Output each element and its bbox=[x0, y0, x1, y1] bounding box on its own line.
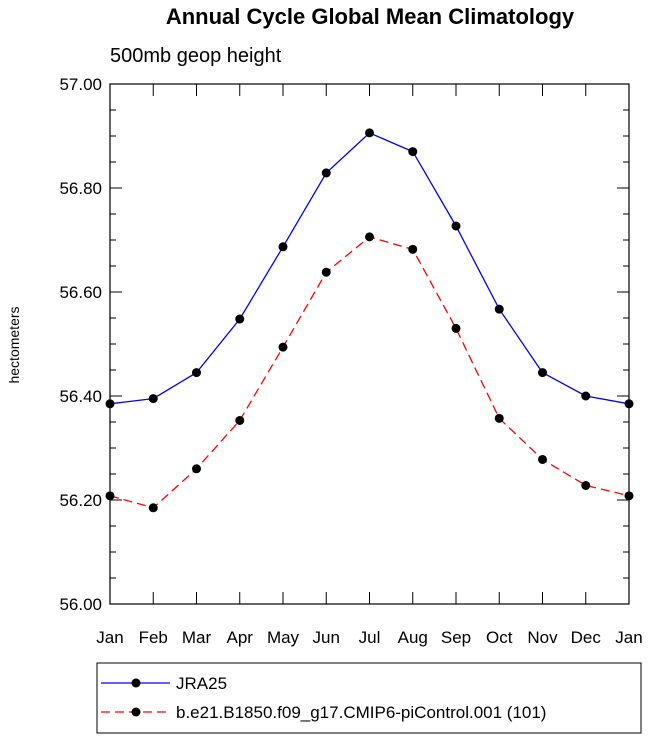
series-line-2 bbox=[109, 236, 630, 509]
legend-marker-2 bbox=[131, 707, 141, 717]
x-tick-label: Apr bbox=[227, 628, 254, 647]
series-2-point bbox=[278, 342, 288, 352]
series-2-point bbox=[494, 413, 504, 423]
series-1-point bbox=[105, 399, 115, 409]
series-2-point bbox=[451, 323, 461, 333]
y-axis-label: hectometers bbox=[6, 306, 22, 383]
y-tick-label: 56.40 bbox=[59, 387, 102, 406]
x-tick-label: Oct bbox=[486, 628, 513, 647]
series-2-point bbox=[581, 480, 591, 490]
series-1-point bbox=[494, 304, 504, 314]
series-1-point bbox=[278, 242, 288, 252]
x-tick-label: Mar bbox=[182, 628, 212, 647]
y-tick-labels: 56.00 56.20 56.40 56.60 56.80 57.00 bbox=[59, 75, 102, 614]
x-tick-label: Sep bbox=[441, 628, 471, 647]
x-tick-label: Nov bbox=[527, 628, 558, 647]
series-1-point bbox=[624, 399, 634, 409]
y-tick-label: 57.00 bbox=[59, 75, 102, 94]
legend-label-2: b.e21.B1850.f09_g17.CMIP6-piControl.001 … bbox=[176, 703, 546, 722]
x-tick-label: Jun bbox=[313, 628, 340, 647]
y-tick-label: 56.00 bbox=[59, 595, 102, 614]
x-tick-label: Jul bbox=[359, 628, 381, 647]
legend-box bbox=[96, 662, 642, 734]
series-1-point bbox=[451, 221, 461, 231]
series-2-point bbox=[408, 244, 418, 254]
y-tick-label: 56.60 bbox=[59, 283, 102, 302]
series-2-point bbox=[192, 464, 201, 474]
series-1-point bbox=[581, 391, 591, 401]
y-tick-label: 56.20 bbox=[59, 491, 102, 510]
x-tick-label: Jan bbox=[96, 628, 123, 647]
x-tick-labels: Jan Feb Mar Apr May Jun Jul Aug Sep Oct Nov Dec Jan bbox=[96, 628, 642, 647]
legend-marker-1 bbox=[131, 678, 141, 688]
series-1-point bbox=[365, 128, 374, 138]
series-1-point bbox=[148, 394, 158, 404]
x-tick-label: Dec bbox=[571, 628, 602, 647]
x-tick-label: Jan bbox=[615, 628, 642, 647]
legend: JRA25 b.e21.B1850.f09_g17.CMIP6-piControl… bbox=[101, 674, 546, 722]
chart-subtitle: 500mb geop height bbox=[110, 45, 282, 67]
series-1-point bbox=[235, 314, 245, 324]
legend-label-1: JRA25 bbox=[176, 674, 227, 693]
series-2-point bbox=[321, 267, 331, 277]
chart-title: Annual Cycle Global Mean Climatology bbox=[166, 4, 575, 29]
plot-frame bbox=[109, 83, 630, 605]
series-line-1 bbox=[109, 132, 630, 405]
y-tick-label: 56.80 bbox=[59, 179, 102, 198]
series-2-point bbox=[624, 491, 634, 501]
series-2-point bbox=[105, 491, 115, 501]
axis-ticks bbox=[109, 83, 630, 605]
series-2-point bbox=[365, 232, 374, 242]
series-1-point bbox=[538, 368, 547, 378]
x-tick-label: May bbox=[267, 628, 300, 647]
series-2-point bbox=[148, 503, 158, 513]
series-2-point bbox=[538, 454, 547, 464]
series-1-point bbox=[321, 168, 331, 178]
series-1-point bbox=[408, 147, 418, 157]
series-layer bbox=[105, 128, 634, 513]
series-1-point bbox=[192, 368, 201, 378]
x-tick-label: Aug bbox=[398, 628, 428, 647]
series-2-point bbox=[235, 415, 245, 425]
x-tick-label: Feb bbox=[139, 628, 168, 647]
